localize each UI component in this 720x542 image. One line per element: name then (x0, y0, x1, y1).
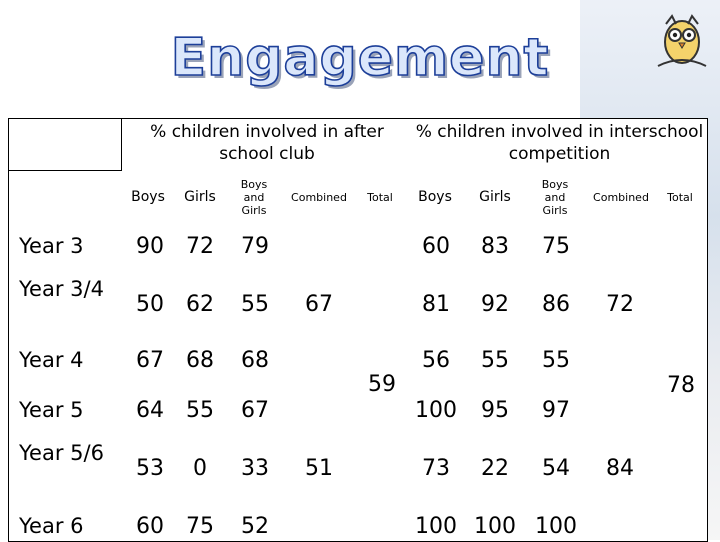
cell-as-boys: 64 (136, 397, 164, 423)
cell-as-girls: 62 (186, 291, 214, 317)
cell-as-both: 33 (241, 455, 269, 481)
page-title: Engagement (170, 27, 550, 89)
cell-is-girls: 92 (481, 291, 509, 317)
cell-is-girls: 22 (481, 455, 509, 481)
row-label: Year 6 (19, 514, 84, 538)
cell-is-boys: 56 (422, 347, 450, 373)
col-header-as-combined: Combined (291, 190, 347, 204)
cell-as-both: 79 (241, 233, 269, 259)
cell-is-both: 100 (535, 513, 577, 539)
cell-as-girls: 0 (193, 455, 207, 481)
cell-is-total: 78 (667, 372, 695, 398)
cell-as-both: 67 (241, 397, 269, 423)
row-label: Year 5 (19, 398, 84, 422)
engagement-table: % children involved in after school club… (8, 118, 708, 542)
cell-is-both: 86 (542, 291, 570, 317)
col-header-as-both: Boys and Girls (240, 177, 268, 217)
col-header-is-boys: Boys (418, 189, 452, 205)
owl-logo-icon (657, 14, 707, 67)
col-header-is-girls: Girls (479, 189, 511, 205)
cell-as-girls: 55 (186, 397, 214, 423)
cell-as-boys: 60 (136, 513, 164, 539)
after-school-group-header: % children involved in after school club (150, 122, 384, 164)
row-label: Year 3 (19, 234, 84, 258)
cell-as-both: 52 (241, 513, 269, 539)
header-corner-cell (9, 119, 122, 171)
row-label: Year 3/4 (19, 277, 104, 301)
cell-is-both: 97 (542, 397, 570, 423)
cell-as-girls: 72 (186, 233, 214, 259)
cell-is-girls: 95 (481, 397, 509, 423)
cell-is-both: 54 (542, 455, 570, 481)
cell-is-combined: 84 (606, 455, 634, 481)
cell-as-combined: 67 (305, 291, 333, 317)
row-label: Year 4 (19, 348, 84, 372)
col-header-as-total: Total (367, 190, 393, 204)
cell-as-boys: 90 (136, 233, 164, 259)
row-label: Year 5/6 (19, 441, 104, 465)
cell-is-girls: 55 (481, 347, 509, 373)
col-header-as-girls: Girls (184, 189, 216, 205)
cell-as-boys: 53 (136, 455, 164, 481)
cell-as-girls: 75 (186, 513, 214, 539)
cell-as-both: 55 (241, 291, 269, 317)
cell-is-boys: 100 (415, 397, 457, 423)
cell-as-total: 59 (368, 371, 396, 397)
cell-is-both: 55 (542, 347, 570, 373)
cell-as-combined: 51 (305, 455, 333, 481)
interschool-group-header: % children involved in interschool compe… (415, 122, 704, 164)
cell-as-both: 68 (241, 347, 269, 373)
cell-is-boys: 81 (422, 291, 450, 317)
cell-is-boys: 60 (422, 233, 450, 259)
cell-is-girls: 83 (481, 233, 509, 259)
cell-is-both: 75 (542, 233, 570, 259)
cell-as-girls: 68 (186, 347, 214, 373)
cell-is-boys: 73 (422, 455, 450, 481)
col-header-is-both: Boys and Girls (541, 177, 569, 217)
cell-is-girls: 100 (474, 513, 516, 539)
cell-as-boys: 50 (136, 291, 164, 317)
col-header-as-boys: Boys (131, 189, 165, 205)
cell-is-boys: 100 (415, 513, 457, 539)
col-header-is-combined: Combined (593, 190, 649, 204)
cell-as-boys: 67 (136, 347, 164, 373)
col-header-is-total: Total (667, 190, 693, 204)
cell-is-combined: 72 (606, 291, 634, 317)
